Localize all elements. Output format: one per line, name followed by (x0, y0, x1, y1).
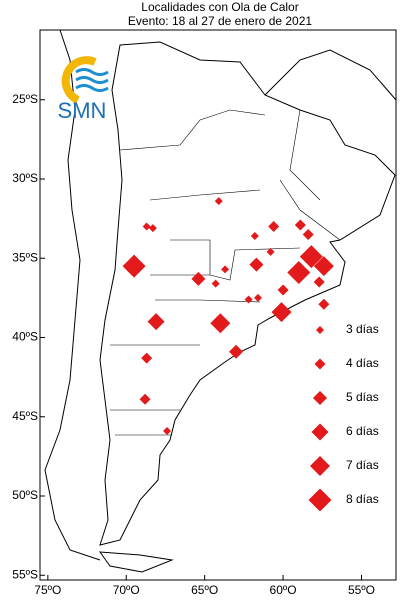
map-title: Localidades con Ola de Calor (141, 0, 298, 14)
station-marker (287, 261, 311, 285)
station-marker (313, 256, 334, 277)
y-tick-label: 25ºS (12, 92, 38, 106)
map-subtitle: Evento: 18 al 27 de enero de 2021 (128, 14, 312, 28)
legend-marker (316, 326, 324, 334)
y-tick-label: 40ºS (12, 330, 38, 344)
neighbor-border (264, 49, 397, 101)
station-marker (147, 313, 165, 331)
argentina-outline (99, 41, 396, 546)
legend-marker (314, 358, 326, 370)
station-marker (139, 393, 151, 405)
station-marker (299, 245, 323, 269)
geography (44, 29, 397, 573)
y-tick-label: 35ºS (12, 250, 38, 264)
station-marker (142, 222, 151, 231)
legend-label: 8 días (346, 492, 379, 506)
logo-sun (61, 56, 97, 104)
station-marker (214, 197, 223, 206)
x-tick-label: 55ºO (348, 583, 375, 597)
station-marker (244, 295, 253, 304)
station-marker (122, 254, 146, 278)
logo: SMN (58, 56, 109, 123)
station-marker (277, 284, 289, 296)
legend-label: 7 días (346, 458, 379, 472)
legend-label: 4 días (346, 356, 379, 370)
logo-text: SMN (58, 98, 107, 123)
station-marker (148, 224, 157, 233)
legend-marker (310, 456, 330, 476)
station-marker (249, 257, 264, 272)
y-tick-label: 55ºS (12, 567, 38, 581)
station-marker (221, 265, 230, 274)
y-tick-label: 30ºS (12, 171, 38, 185)
station-marker (163, 427, 172, 436)
station-marker (268, 221, 280, 233)
x-tick-label: 70ºO (113, 583, 140, 597)
station-marker (318, 298, 330, 310)
legend-marker (311, 423, 329, 441)
chile-coast (44, 29, 101, 561)
x-tick-label: 65ºO (191, 583, 218, 597)
station-marker (253, 293, 262, 302)
legend-label: 6 días (346, 424, 379, 438)
station-marker (211, 279, 220, 288)
station-marker (210, 313, 231, 334)
legend-label: 3 días (346, 322, 379, 336)
station-marker (294, 219, 306, 231)
x-tick-label: 60ºO (270, 583, 297, 597)
station-marker (313, 276, 325, 288)
y-tick-label: 50ºS (12, 488, 38, 502)
y-tick-label: 45ºS (12, 409, 38, 423)
station-marker (141, 352, 153, 364)
legend-marker (308, 488, 332, 512)
province-borders (110, 109, 341, 436)
station-marker (266, 247, 275, 256)
station-marker (191, 271, 206, 286)
map-frame (39, 29, 397, 581)
tierra-del-fuego (98, 551, 174, 573)
legend-label: 5 días (346, 390, 379, 404)
station-marker (271, 302, 292, 323)
station-marker (302, 228, 314, 240)
station-marker (250, 232, 259, 241)
station-marker (229, 344, 244, 359)
logo-waves (75, 68, 109, 92)
x-tick-label: 75ºO (34, 583, 61, 597)
legend-marker (313, 391, 327, 405)
